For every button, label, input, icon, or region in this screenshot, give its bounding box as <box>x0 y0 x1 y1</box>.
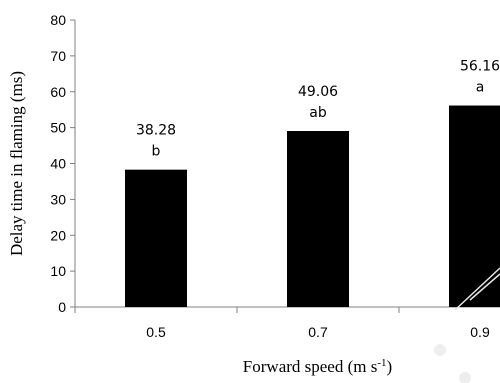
y-tick-label: 70 <box>50 48 66 64</box>
y-tick-label: 20 <box>50 227 66 243</box>
x-axis-title-main: Forward speed (m s <box>243 357 378 376</box>
significance-letter: b <box>152 144 161 160</box>
x-axis-title: Forward speed (m s-1) <box>243 357 392 376</box>
y-tick-label: 40 <box>50 156 66 172</box>
bar-0-9 <box>449 105 500 307</box>
bars <box>125 105 500 307</box>
watermark-dot <box>434 344 446 356</box>
x-tick-label: 0.7 <box>308 324 328 340</box>
bar-0-7 <box>287 130 349 307</box>
value-label: 49.06 <box>298 84 338 100</box>
y-tick-label: 10 <box>50 263 66 279</box>
significance-letter: a <box>476 80 485 96</box>
y-ticks: 0 10 20 30 40 50 60 70 80 <box>50 12 75 315</box>
y-tick-label: 60 <box>50 84 66 100</box>
bar-0-5 <box>125 169 187 307</box>
significance-letter: ab <box>309 105 327 121</box>
watermark-arc-2 <box>469 273 500 301</box>
watermark-arc <box>454 267 500 311</box>
value-label: 56.16 <box>460 59 500 75</box>
y-axis-title: Delay time in flaming (ms) <box>7 71 26 256</box>
watermark-dot-2 <box>459 372 471 383</box>
y-tick-label: 30 <box>50 191 66 207</box>
data-labels: 38.28 b 49.06 ab 56.16 a <box>136 59 500 160</box>
y-tick-label: 0 <box>58 299 66 315</box>
watermark-shapes <box>434 267 500 383</box>
x-axis-title-superscript: -1 <box>377 357 386 369</box>
y-tick-label: 50 <box>50 120 66 136</box>
y-tick-label: 80 <box>50 12 66 28</box>
x-tick-label: 0.9 <box>470 324 490 340</box>
x-axis-title-end: ) <box>387 357 393 376</box>
x-ticks: 0.5 0.7 0.9 <box>74 307 490 340</box>
value-label: 38.28 <box>136 123 176 139</box>
x-tick-label: 0.5 <box>146 324 166 340</box>
